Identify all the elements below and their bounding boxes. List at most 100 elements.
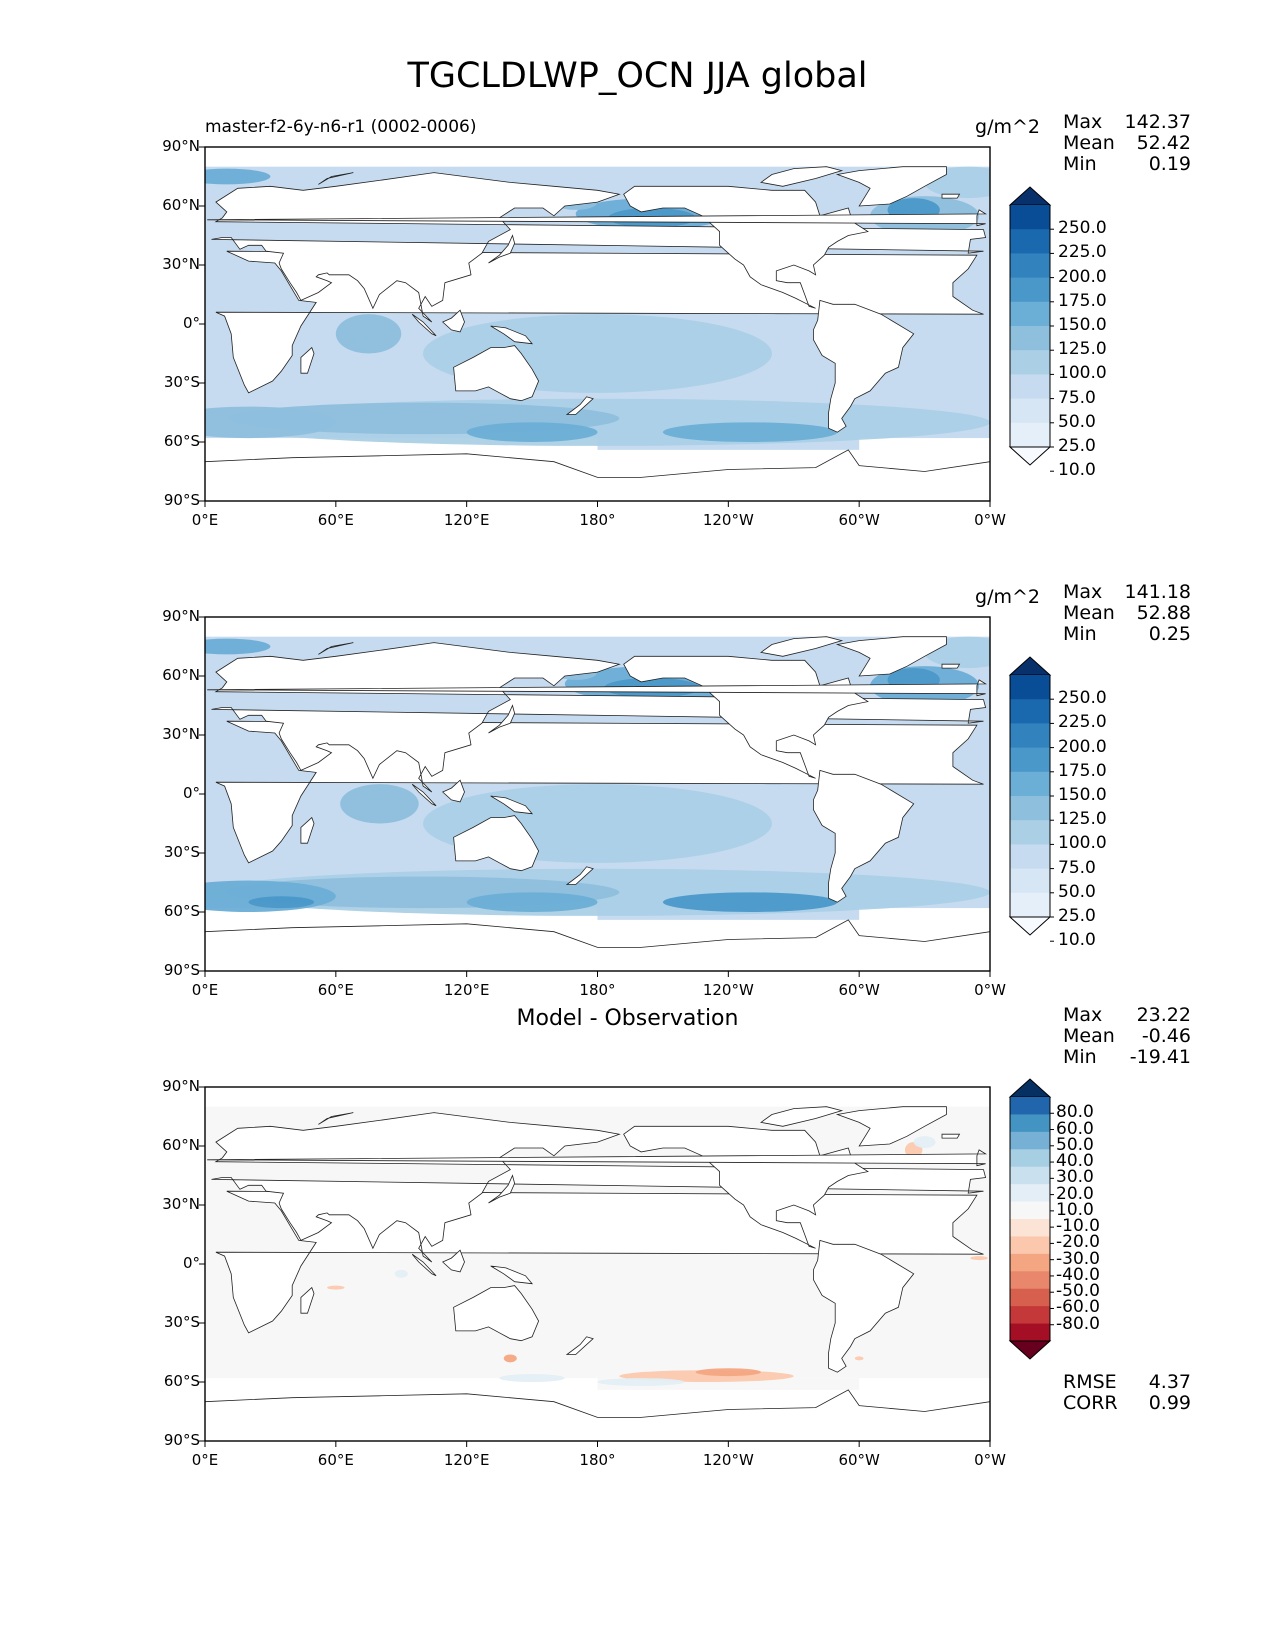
lon-tick-label: 0°E [191,511,219,529]
lat-tick-label: 90°N [162,607,200,625]
map-plot-1 [199,146,1054,507]
lon-tick-label: 120°E [443,1451,490,1469]
stat-label: Max [1063,111,1103,133]
field-contour-14 [662,892,838,912]
stat-value: 0.19 [1148,153,1191,175]
lat-tick-label: 60°S [163,902,200,920]
colorbar-label: 250.0 [1058,688,1107,709]
land-arctic-islands [760,166,844,187]
lat-tick-label: 30°N [162,255,200,273]
land-madagascar [300,346,315,374]
colorbar-label: 225.0 [1058,712,1107,733]
colorbar-label: 20.0 [1056,1183,1094,1204]
colorbar-label: 50.0 [1056,1134,1094,1155]
land-new-zealand [565,396,594,415]
field-contour-1 [695,1368,762,1377]
units-label: g/m^2 [975,586,1040,608]
land-s-america [813,299,915,433]
field-contour-16 [248,896,315,909]
colorbar-label: -30.0 [1056,1248,1100,1269]
stat-value: -0.46 [1141,1025,1191,1047]
stat-row: Min 0.19 [1063,154,1191,175]
colorbar-label: 50.0 [1058,411,1096,432]
lat-tick-label: 30°N [162,1195,200,1213]
colorbar-label: 200.0 [1058,736,1107,757]
land-japan [488,234,516,264]
colorbar-label: 175.0 [1058,760,1107,781]
field-contour-12 [597,1378,685,1386]
stat-label: Min [1063,153,1097,175]
land-sumatra [411,1253,437,1277]
colorbar-label: -20.0 [1056,1232,1100,1253]
panel-title: Model - Observation [516,1006,739,1031]
lon-tick-label: 0°W [974,981,1006,999]
lat-tick-label: 30°S [163,843,200,861]
land-new-guinea [490,1265,534,1285]
lon-tick-label: 120°W [702,1451,754,1469]
lat-tick-label: 60°N [162,196,200,214]
land-new-guinea [490,795,534,815]
land-madagascar [300,816,315,844]
panel-title: master-f2-6y-n6-r1 (0002-0006) [205,117,477,137]
land-new-guinea [490,325,534,345]
stat-value: -19.41 [1129,1046,1191,1068]
colorbar-label: 80.0 [1056,1102,1094,1123]
stat-row: RMSE 4.37 [1063,1372,1191,1393]
field-contour-10 [499,1374,565,1382]
lon-tick-label: 180° [579,981,616,999]
colorbar-extend-min [1008,446,1052,466]
lon-tick-label: 0°W [974,511,1006,529]
field-contour-15 [466,892,598,912]
colorbar-label: 10.0 [1058,930,1096,951]
field-contour-11 [913,1136,936,1148]
map-plot-2 [199,616,1054,977]
lon-tick-label: 0°W [974,1451,1006,1469]
land-eurasia [211,172,987,323]
lon-tick-label: 60°E [317,981,354,999]
stat-row: Min -19.41 [1063,1047,1191,1068]
stat-value: 0.25 [1148,623,1191,645]
field-contour-15 [466,422,598,442]
stats-block: Max 141.18 Mean 52.88 Min 0.25 [1063,582,1191,645]
land-antarctica [205,1389,990,1441]
field-contour-9 [327,1285,345,1290]
stat-label: Max [1063,581,1103,603]
stat-row: Mean -0.46 [1063,1026,1191,1047]
land-borneo [441,309,465,333]
colorbar-label: 150.0 [1058,315,1107,335]
field-contour-14 [662,422,838,442]
colorbar-extend-min [1008,1340,1052,1360]
land-antarctica [205,919,990,971]
stat-value: 0.99 [1148,1392,1191,1414]
land-new-zealand [565,1336,594,1355]
lat-tick-label: 60°S [163,1372,200,1390]
land-eurasia [211,1112,987,1263]
land-borneo [441,779,465,803]
colorbar-label: -60.0 [1056,1297,1100,1318]
land-madagascar [300,1286,315,1314]
land-s-america [813,769,915,903]
land-greenland [835,636,947,677]
lat-tick-label: 0° [182,784,200,802]
stat-row: Max 141.18 [1063,582,1191,603]
lat-tick-label: 0° [182,314,200,332]
lat-tick-label: 60°S [163,432,200,450]
lat-tick-label: 60°N [162,1136,200,1154]
field-contour-2 [205,406,336,439]
stat-value: 52.42 [1136,132,1191,154]
land-iceland [941,1133,961,1139]
lat-tick-label: 90°S [163,1431,200,1449]
lon-tick-label: 60°W [838,511,880,529]
map-panel-1: 90°N 60°N 30°N 0° 30°S 60°S 90°S 0°E 60°E 120°E 18… [0,0,1275,530]
map-plot-3 [199,1078,1054,1447]
lat-tick-label: 90°N [162,1077,200,1095]
colorbar-label: 10.0 [1058,460,1096,481]
colorbar-label: 40.0 [1056,1151,1094,1172]
stat-value: 23.22 [1136,1004,1191,1026]
land-borneo [441,1249,465,1273]
colorbar-label: -10.0 [1056,1216,1100,1237]
figure-title: TGCLDLWP_OCN JJA global [407,56,868,96]
stat-row: Min 0.25 [1063,624,1191,645]
land-uk [207,209,987,227]
land-svalbard-nz [318,172,354,185]
